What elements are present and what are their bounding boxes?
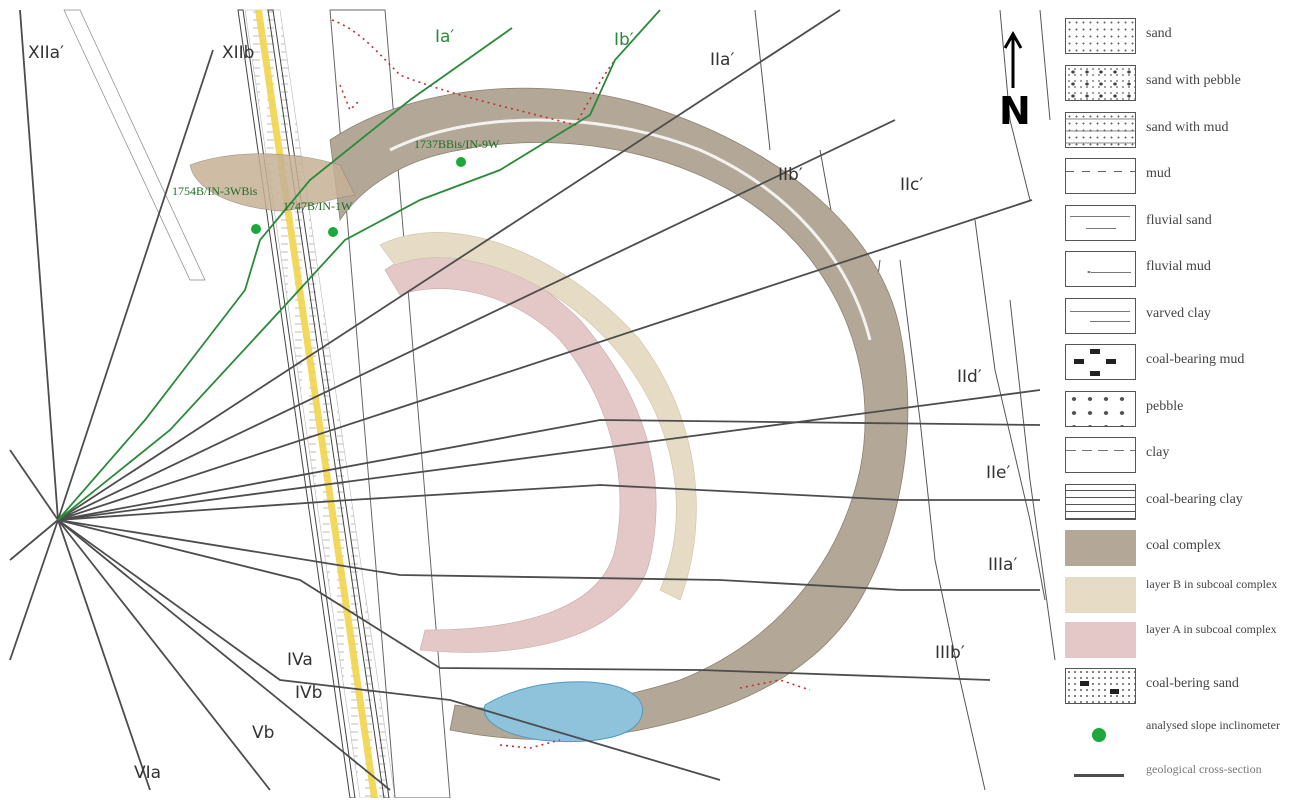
legend-item-layer-b: layer B in subcoal complex bbox=[1062, 575, 1295, 615]
legend-label: coal complex bbox=[1146, 538, 1222, 553]
legend-item-coal-complex: coal complex bbox=[1062, 528, 1295, 568]
section-label-IIb: IIb′ bbox=[778, 165, 803, 185]
legend-item-pebble: pebble bbox=[1062, 389, 1295, 429]
legend-label: layer A in subcoal complex bbox=[1146, 622, 1277, 636]
layer-b bbox=[379, 232, 697, 601]
green-cross-sections bbox=[57, 9, 661, 521]
legend-label: analysed slope inclinometer bbox=[1146, 718, 1280, 732]
legend-item-cross-section: geological cross-section bbox=[1062, 760, 1295, 800]
legend-label: clay bbox=[1146, 445, 1170, 460]
legend-item-mud: mud bbox=[1062, 156, 1295, 196]
inclinometer-label: 1747B/IN-1W bbox=[283, 199, 353, 213]
legend-label: sand with pebble bbox=[1146, 73, 1241, 88]
section-label-XIIb: XIIb bbox=[222, 43, 254, 63]
section-label-Ia: Ia′ bbox=[435, 27, 454, 47]
coal-complex-swatch bbox=[1065, 530, 1136, 566]
coal-bering-sand-swatch bbox=[1065, 668, 1136, 704]
mine-boundary bbox=[331, 19, 811, 749]
coal-complex bbox=[329, 87, 909, 740]
sand-swatch bbox=[1065, 18, 1136, 54]
legend-item-layer-a: layer A in subcoal complex bbox=[1062, 620, 1295, 660]
inclinometer-label: 1754B/IN-3WBis bbox=[172, 184, 258, 198]
legend-item-sand-with-pebble: sand with pebble bbox=[1062, 63, 1295, 103]
clay-swatch bbox=[1065, 437, 1136, 473]
pebble-swatch bbox=[1065, 391, 1136, 427]
inclinometer-dot bbox=[456, 157, 466, 167]
section-label-Ib: Ib′ bbox=[614, 30, 634, 50]
section-label-IVb: IVb bbox=[295, 683, 322, 703]
legend-label: coal-bearing clay bbox=[1146, 492, 1243, 507]
legend-item-fluvial-mud: fluvial mud bbox=[1062, 249, 1295, 289]
section-label-IIe: IIe′ bbox=[986, 463, 1010, 483]
legend-label: varved clay bbox=[1146, 306, 1211, 321]
section-label-IIc: IIc′ bbox=[900, 175, 923, 195]
inclinometer-icon bbox=[1092, 728, 1106, 742]
section-label-IIIa: IIIa′ bbox=[988, 555, 1017, 575]
coal-bearing-mud-swatch bbox=[1065, 344, 1136, 380]
legend-label: pebble bbox=[1146, 399, 1184, 414]
section-label-XIIa: XIIa′ bbox=[28, 43, 64, 63]
legend-item-coal-bearing-clay: coal-bearing clay bbox=[1062, 482, 1295, 522]
section-label-IIa: IIa′ bbox=[710, 50, 734, 70]
coal-bearing-clay-swatch bbox=[1065, 484, 1136, 520]
cross-sections bbox=[9, 9, 1041, 791]
varved-clay-swatch bbox=[1065, 298, 1136, 334]
legend-label: fluvial sand bbox=[1146, 213, 1212, 228]
legend-item-coal-bering-sand: coal-bering sand bbox=[1062, 666, 1295, 706]
north-arrow-icon: N bbox=[999, 30, 1031, 133]
legend-item-fluvial-sand: fluvial sand bbox=[1062, 203, 1295, 243]
legend-label: sand bbox=[1146, 26, 1172, 41]
layer-a-swatch bbox=[1065, 622, 1136, 658]
north-arrow: N bbox=[995, 30, 1031, 133]
layer-a bbox=[384, 251, 657, 653]
section-label-VIa: VIa bbox=[134, 763, 161, 783]
legend-label: layer B in subcoal complex bbox=[1146, 577, 1278, 591]
fluvial-sand-swatch bbox=[1065, 205, 1136, 241]
inclinometer-label: 1737BBis/IN-9W bbox=[414, 137, 500, 151]
sand-with-pebble-swatch bbox=[1065, 65, 1136, 101]
legend-item-inclinometer: analysed slope inclinometer bbox=[1062, 716, 1295, 756]
legend-item-clay: clay bbox=[1062, 435, 1295, 475]
water-body bbox=[483, 681, 643, 743]
legend-item-sand: sand bbox=[1062, 16, 1295, 56]
legend-item-coal-bearing-mud: coal-bearing mud bbox=[1062, 342, 1295, 382]
inclinometer-dot bbox=[328, 227, 338, 237]
legend-item-sand-with-mud: sand with mud bbox=[1062, 110, 1295, 150]
north-label: N bbox=[999, 89, 1031, 126]
section-label-Vb: Vb bbox=[252, 723, 274, 743]
legend-label: mud bbox=[1146, 166, 1171, 181]
coal-complex-west bbox=[189, 153, 356, 212]
legend-label: coal-bering sand bbox=[1146, 676, 1239, 691]
section-label-IVa: IVa bbox=[287, 650, 313, 670]
legend-label: geological cross-section bbox=[1146, 762, 1262, 776]
section-label-IIIb: IIIb′ bbox=[935, 643, 965, 663]
fluvial-mud-swatch bbox=[1065, 251, 1136, 287]
section-label-IId: IId′ bbox=[957, 367, 982, 387]
layer-b-swatch bbox=[1065, 577, 1136, 613]
legend-label: fluvial mud bbox=[1146, 259, 1211, 274]
legend-label: sand with mud bbox=[1146, 120, 1229, 135]
mud-swatch bbox=[1065, 158, 1136, 194]
inclinometer-dot bbox=[251, 224, 261, 234]
sand-with-mud-swatch bbox=[1065, 112, 1136, 148]
legend-label: coal-bearing mud bbox=[1146, 352, 1245, 367]
legend-item-varved-clay: varved clay bbox=[1062, 296, 1295, 336]
cross-section-line-icon bbox=[1074, 774, 1124, 777]
